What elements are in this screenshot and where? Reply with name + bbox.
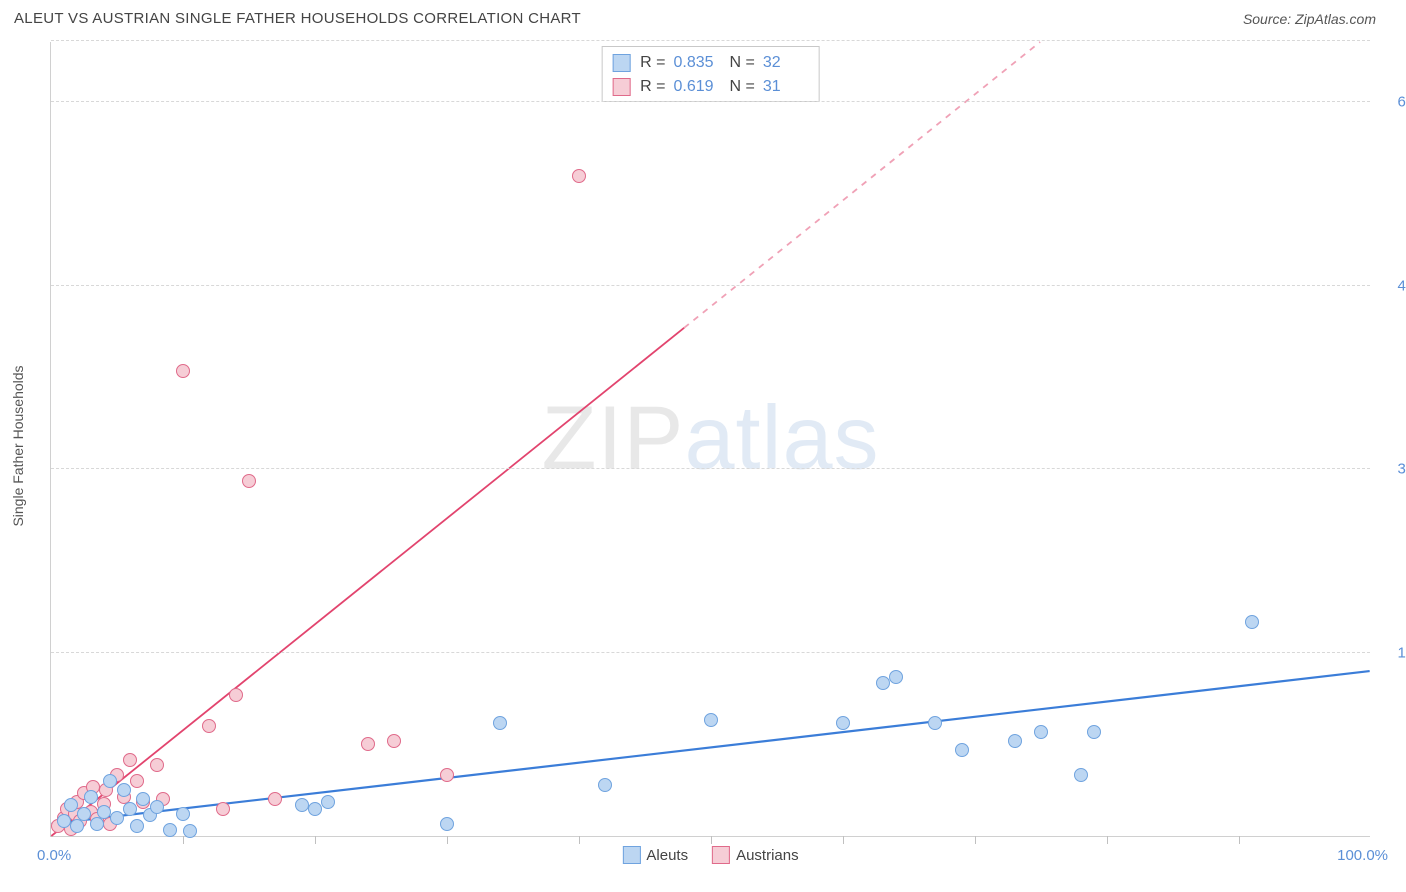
legend-swatch-austrians-icon (712, 846, 730, 864)
stats-row-aleuts: R = 0.835 N = 32 (612, 51, 809, 75)
watermark-part1: ZIP (541, 389, 684, 489)
source-prefix: Source: (1243, 11, 1295, 27)
data-point (387, 734, 401, 748)
data-point (440, 768, 454, 782)
data-point (123, 753, 137, 767)
data-point (176, 807, 190, 821)
grid-line (51, 101, 1370, 102)
data-point (876, 676, 890, 690)
data-point (493, 716, 507, 730)
stats-box: R = 0.835 N = 32 R = 0.619 N = 31 (601, 46, 820, 102)
grid-line (51, 40, 1370, 41)
y-tick-label: 45.0% (1380, 277, 1406, 294)
data-point (77, 807, 91, 821)
data-point (97, 805, 111, 819)
x-tick (1239, 836, 1240, 844)
data-point (216, 802, 230, 816)
data-point (130, 774, 144, 788)
data-point (928, 716, 942, 730)
data-point (572, 169, 586, 183)
data-point (955, 743, 969, 757)
data-point (90, 817, 104, 831)
data-point (268, 792, 282, 806)
data-point (176, 364, 190, 378)
r-label: R = (640, 51, 665, 75)
data-point (1087, 725, 1101, 739)
legend: Aleuts Austrians (622, 846, 798, 864)
x-tick (315, 836, 316, 844)
x-tick (183, 836, 184, 844)
data-point (704, 713, 718, 727)
stats-row-austrians: R = 0.619 N = 31 (612, 75, 809, 99)
data-point (117, 783, 131, 797)
data-point (136, 792, 150, 806)
x-tick (1107, 836, 1108, 844)
data-point (1245, 615, 1259, 629)
data-point (110, 811, 124, 825)
n-value-aleuts: 32 (763, 51, 809, 75)
watermark-part2: atlas (684, 389, 879, 489)
x-tick (975, 836, 976, 844)
r-value-aleuts: 0.835 (674, 51, 720, 75)
data-point (123, 802, 137, 816)
data-point (163, 823, 177, 837)
x-tick (843, 836, 844, 844)
data-point (1034, 725, 1048, 739)
data-point (321, 795, 335, 809)
data-point (150, 758, 164, 772)
data-point (57, 814, 71, 828)
data-point (361, 737, 375, 751)
grid-line (51, 652, 1370, 653)
legend-swatch-aleuts-icon (622, 846, 640, 864)
data-point (295, 798, 309, 812)
legend-label-aleuts: Aleuts (646, 847, 688, 864)
x-axis-max-label: 100.0% (1337, 847, 1388, 864)
swatch-aleuts-icon (612, 54, 630, 72)
data-point (70, 819, 84, 833)
source-attribution: Source: ZipAtlas.com (1243, 11, 1376, 27)
n-label-2: N = (730, 75, 755, 99)
grid-line (51, 285, 1370, 286)
data-point (1074, 768, 1088, 782)
x-axis-min-label: 0.0% (37, 847, 71, 864)
n-value-austrians: 31 (763, 75, 809, 99)
source-name: ZipAtlas.com (1295, 11, 1376, 27)
y-tick-label: 30.0% (1380, 461, 1406, 478)
y-tick-label: 15.0% (1380, 644, 1406, 661)
x-tick (711, 836, 712, 844)
x-tick (579, 836, 580, 844)
y-axis-title: Single Father Households (10, 365, 26, 526)
data-point (202, 719, 216, 733)
n-label: N = (730, 51, 755, 75)
legend-item-austrians: Austrians (712, 846, 799, 864)
data-point (440, 817, 454, 831)
chart-plot-area: ZIPatlas R = 0.835 N = 32 R = 0.619 N = … (50, 42, 1370, 837)
chart-title: ALEUT VS AUSTRIAN SINGLE FATHER HOUSEHOL… (14, 10, 581, 27)
data-point (183, 824, 197, 838)
grid-line (51, 468, 1370, 469)
data-point (598, 778, 612, 792)
watermark: ZIPatlas (541, 388, 879, 491)
data-point (150, 800, 164, 814)
legend-label-austrians: Austrians (736, 847, 799, 864)
legend-item-aleuts: Aleuts (622, 846, 688, 864)
data-point (229, 688, 243, 702)
r-value-austrians: 0.619 (674, 75, 720, 99)
data-point (130, 819, 144, 833)
y-tick-label: 60.0% (1380, 94, 1406, 111)
x-tick (447, 836, 448, 844)
data-point (836, 716, 850, 730)
data-point (103, 774, 117, 788)
data-point (84, 790, 98, 804)
data-point (64, 798, 78, 812)
swatch-austrians-icon (612, 78, 630, 96)
data-point (889, 670, 903, 684)
data-point (308, 802, 322, 816)
r-label-2: R = (640, 75, 665, 99)
data-point (242, 474, 256, 488)
data-point (1008, 734, 1022, 748)
